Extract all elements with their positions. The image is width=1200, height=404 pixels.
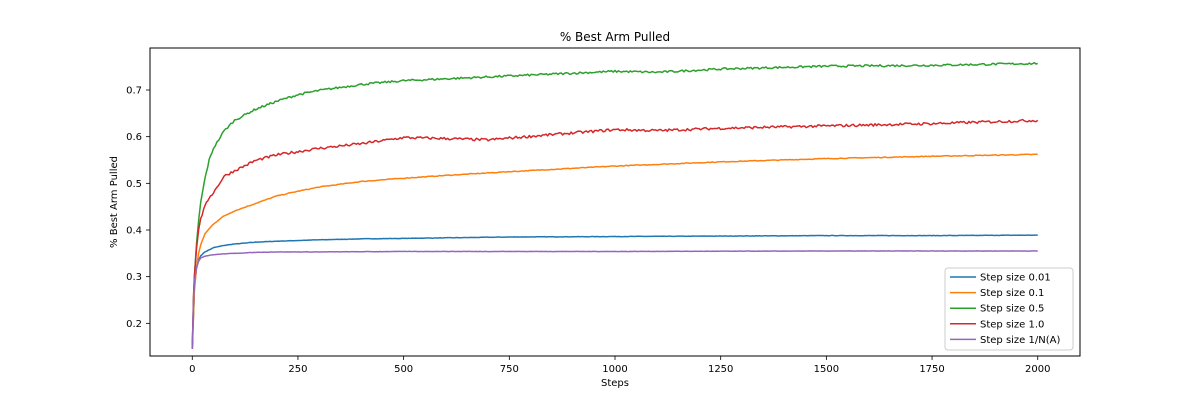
x-tick-label: 750 xyxy=(500,364,519,375)
x-tick-label: 500 xyxy=(394,364,413,375)
x-tick-label: 1500 xyxy=(814,364,839,375)
legend-label: Step size 1/N(A) xyxy=(980,335,1060,346)
chart-title: % Best Arm Pulled xyxy=(560,30,670,44)
x-axis-label: Steps xyxy=(601,378,629,389)
y-tick-label: 0.2 xyxy=(126,319,142,330)
y-tick-label: 0.4 xyxy=(126,226,142,237)
y-tick-label: 0.7 xyxy=(126,86,142,97)
x-tick-label: 0 xyxy=(189,364,195,375)
legend-box xyxy=(944,267,1074,351)
x-tick-label: 1750 xyxy=(919,364,944,375)
series-line-2 xyxy=(191,61,1038,350)
series-layer xyxy=(191,61,1039,350)
legend-label: Step size 0.5 xyxy=(980,304,1044,315)
y-tick-label: 0.5 xyxy=(126,179,142,190)
x-tick-label: 250 xyxy=(288,364,307,375)
y-axis-label: % Best Arm Pulled xyxy=(109,156,120,248)
series-line-3 xyxy=(191,118,1039,350)
plot-area-frame xyxy=(149,47,1081,357)
legend-label: Step size 0.1 xyxy=(980,288,1044,299)
x-tick-label: 2000 xyxy=(1025,364,1050,375)
series-line-0 xyxy=(191,234,1038,350)
legend-label: Step size 0.01 xyxy=(980,273,1051,284)
series-line-4 xyxy=(191,250,1038,350)
x-tick-label: 1250 xyxy=(708,364,733,375)
x-tick-label: 1000 xyxy=(602,364,627,375)
y-tick-label: 0.3 xyxy=(126,272,142,283)
ticks-layer: 0 250 500 750 1000 1250 1500 1750 2000 0.2 0.3 0.4 0… xyxy=(126,86,1050,376)
series-line-1 xyxy=(191,153,1038,350)
legend: Step size 0.01 Step size 0.1 Step size 0.5… xyxy=(944,267,1074,351)
y-tick-label: 0.6 xyxy=(126,132,142,143)
legend-label: Step size 1.0 xyxy=(980,319,1044,330)
